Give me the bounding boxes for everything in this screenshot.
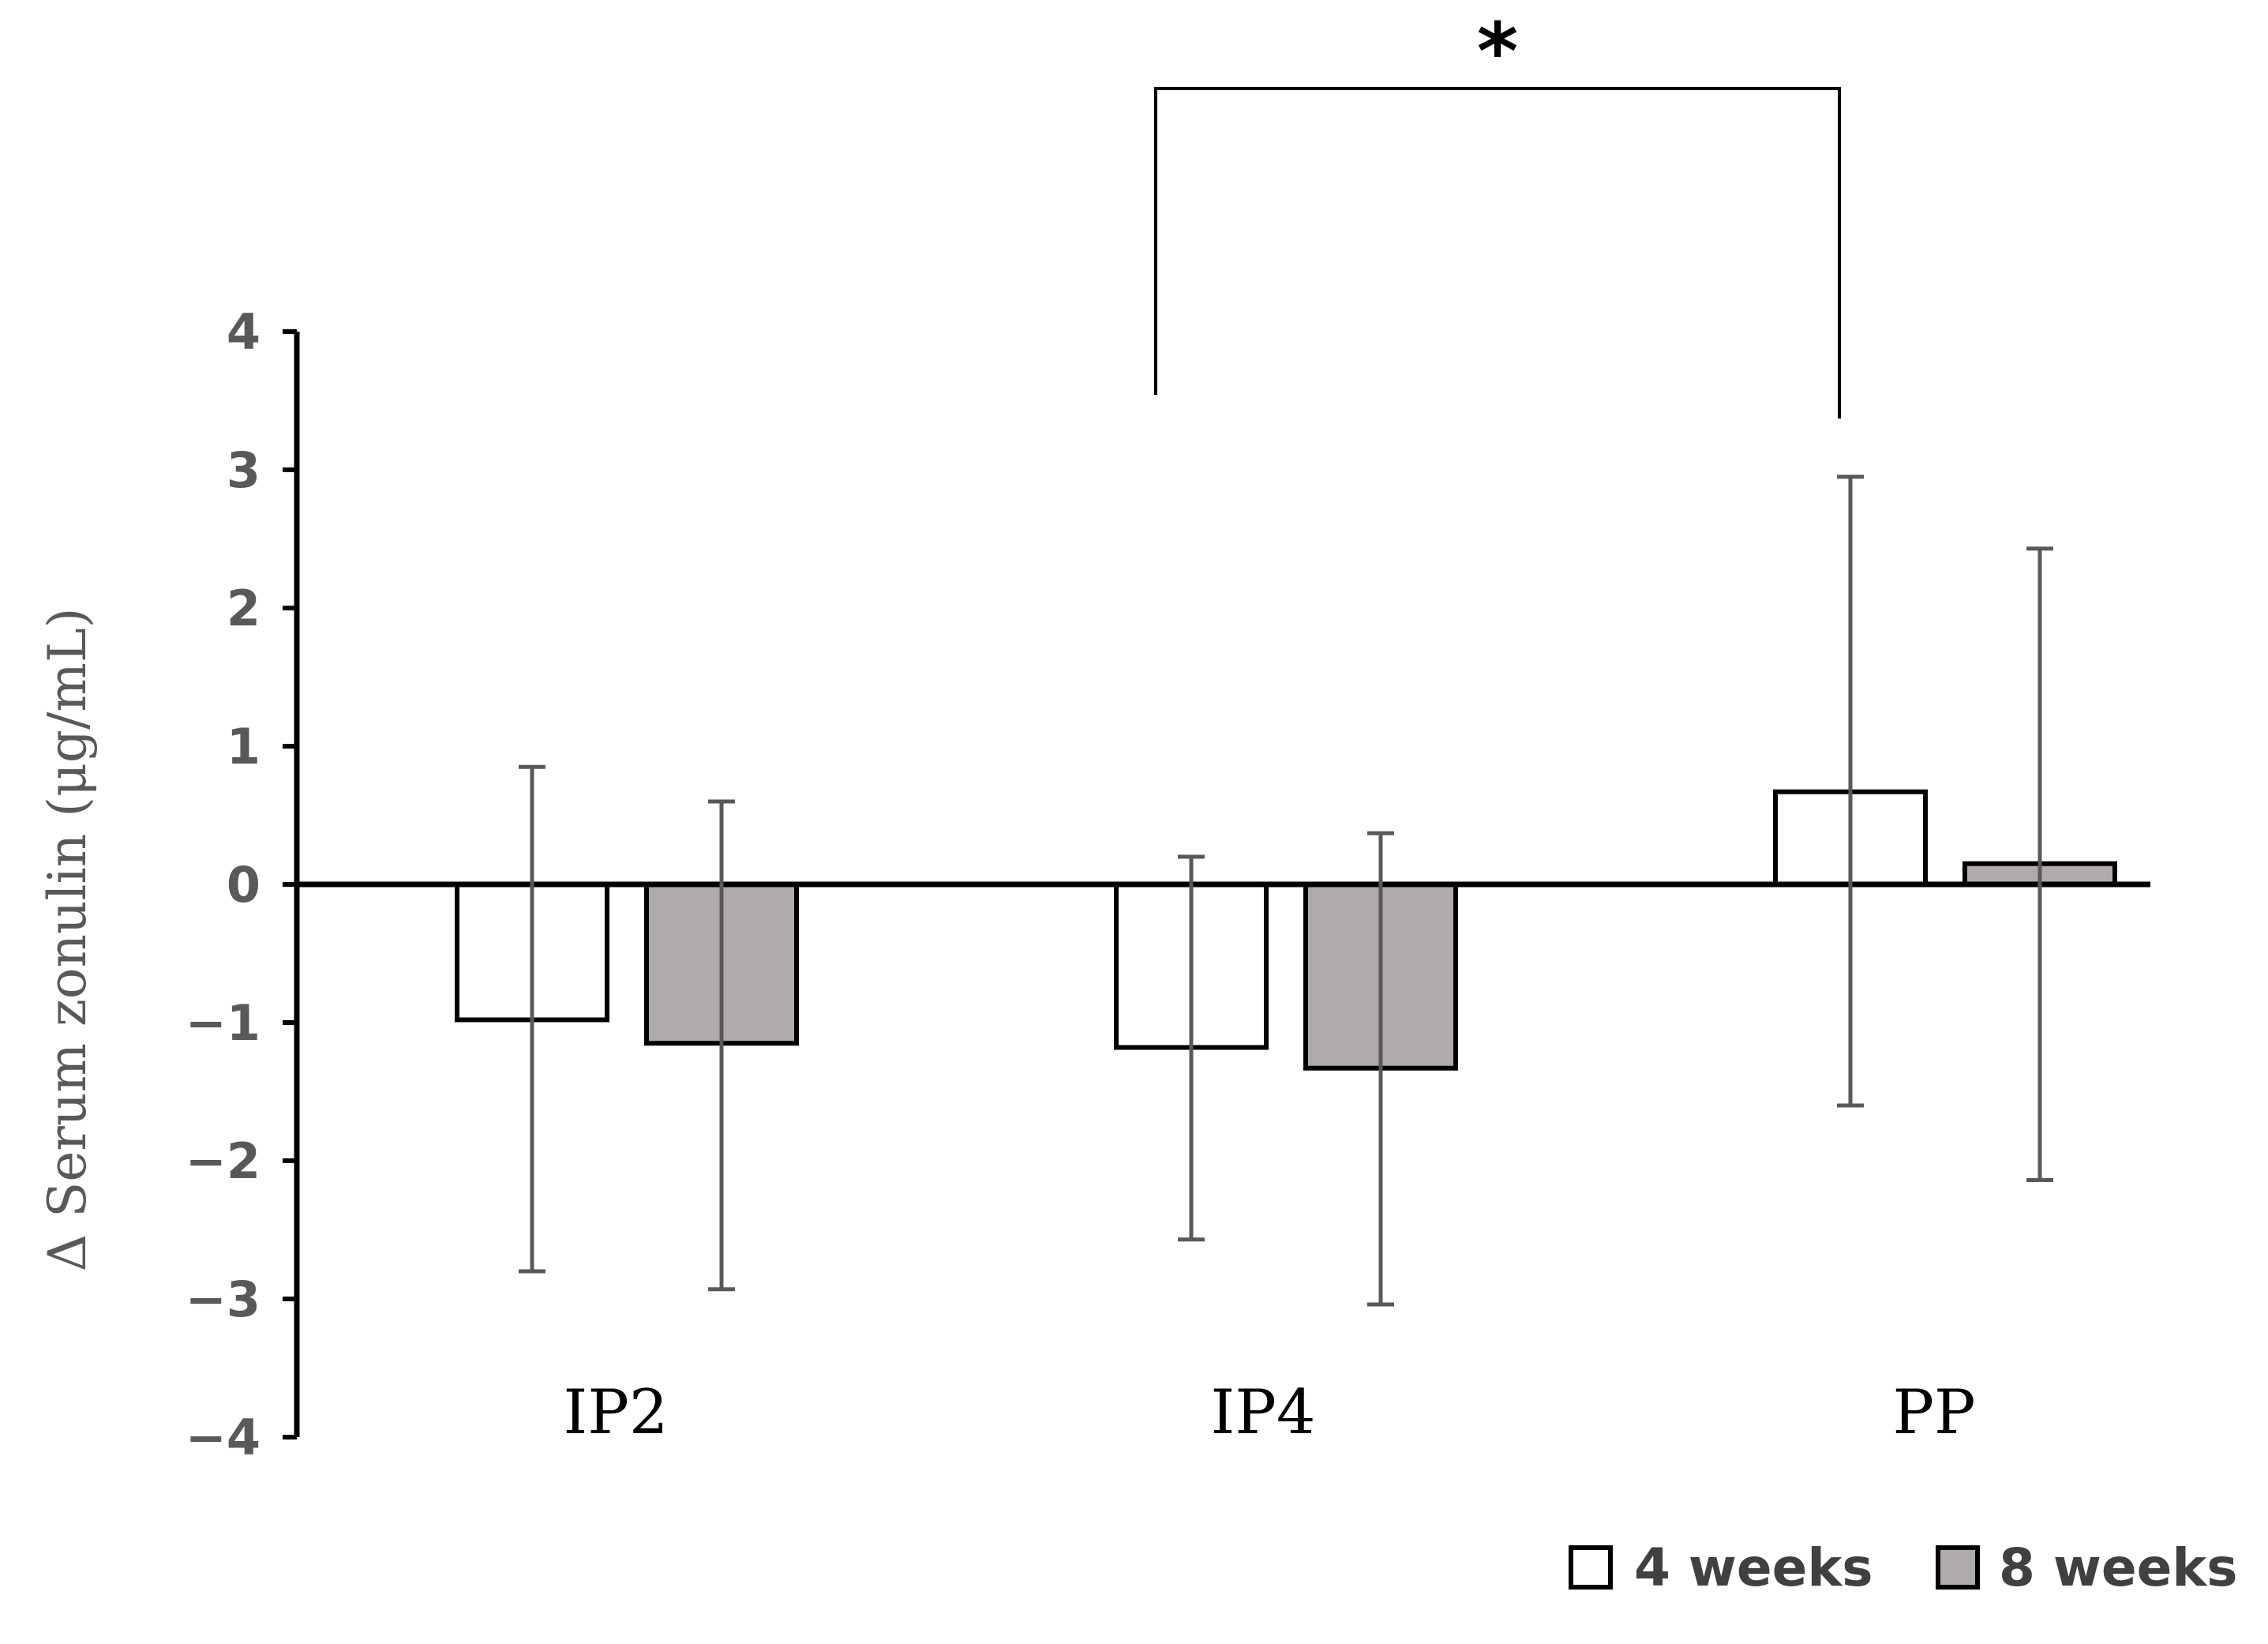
- legend-label-8-weeks: 8 weeks: [1999, 1537, 2238, 1598]
- y-tick-label: −3: [186, 1271, 261, 1328]
- category-label-ip2: IP2: [564, 1377, 669, 1448]
- legend-label-4-weeks: 4 weeks: [1634, 1537, 1873, 1598]
- bars-group: [455, 789, 2117, 1071]
- y-axis-group: 4 3 2 1 0 −1 −2 −3 −4: [186, 303, 300, 1466]
- y-tick-label: 0: [227, 856, 261, 914]
- significance-asterisk: *: [1477, 6, 1518, 98]
- category-labels-group: IP2 IP4 PP: [564, 1377, 1976, 1448]
- y-tick-label: −2: [186, 1132, 261, 1190]
- y-tick-label: −1: [186, 994, 261, 1052]
- y-tick-label: 3: [227, 441, 261, 499]
- significance-bracket: [1154, 87, 1841, 419]
- legend-swatch-4-weeks: [1569, 1545, 1613, 1590]
- category-label-pp: PP: [1893, 1377, 1976, 1448]
- legend: 4 weeks 8 weeks: [1569, 1537, 2238, 1598]
- significance-bracket-group: *: [1154, 6, 1841, 419]
- y-tick-label: 4: [227, 303, 261, 361]
- legend-swatch-8-weeks: [1936, 1545, 1980, 1590]
- y-tick-label: 2: [227, 580, 261, 637]
- y-axis-title: Δ Serum zonulin (μg/mL): [37, 607, 98, 1271]
- error-bars-group: [519, 475, 2053, 1307]
- category-label-ip4: IP4: [1211, 1377, 1316, 1448]
- y-tick-label: −4: [186, 1409, 261, 1466]
- y-tick-label: 1: [227, 718, 261, 775]
